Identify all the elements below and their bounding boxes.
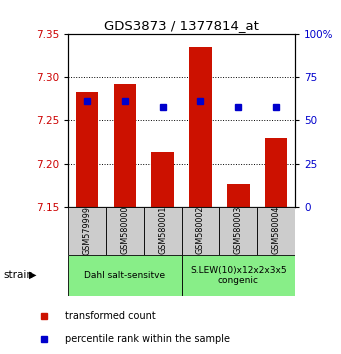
Bar	[68, 207, 106, 255]
Bar	[265, 138, 287, 207]
Bar	[106, 207, 144, 255]
Bar	[219, 207, 257, 255]
Text: GSM580001: GSM580001	[158, 206, 167, 254]
Bar	[76, 92, 99, 207]
Bar	[181, 255, 295, 296]
Text: GSM580002: GSM580002	[196, 206, 205, 254]
Text: GSM580004: GSM580004	[271, 206, 281, 254]
Text: percentile rank within the sample: percentile rank within the sample	[65, 335, 230, 344]
Bar	[227, 184, 250, 207]
Bar	[151, 153, 174, 207]
Text: S.LEW(10)x12x2x3x5
congenic: S.LEW(10)x12x2x3x5 congenic	[190, 266, 286, 285]
Text: GSM580003: GSM580003	[234, 206, 243, 254]
Text: GSM579999: GSM579999	[83, 206, 92, 255]
Text: Dahl salt-sensitve: Dahl salt-sensitve	[84, 271, 165, 280]
Text: ▶: ▶	[29, 270, 36, 280]
Bar	[189, 47, 212, 207]
Text: transformed count: transformed count	[65, 311, 155, 321]
Title: GDS3873 / 1377814_at: GDS3873 / 1377814_at	[104, 19, 259, 33]
Text: strain: strain	[3, 270, 33, 280]
Text: GSM580000: GSM580000	[120, 206, 129, 254]
Bar	[257, 207, 295, 255]
Bar	[144, 207, 181, 255]
Bar	[68, 255, 181, 296]
Bar	[181, 207, 219, 255]
Bar	[114, 84, 136, 207]
